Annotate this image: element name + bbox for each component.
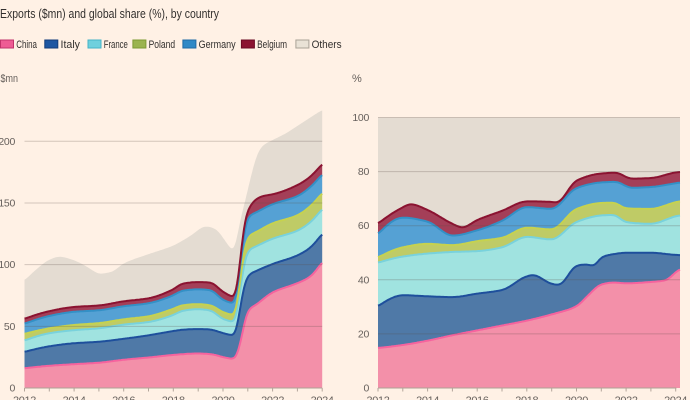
svg-text:Others: Others [312,39,342,51]
svg-text:80: 80 [358,166,370,178]
svg-text:50: 50 [4,321,16,333]
svg-text:40: 40 [358,274,370,286]
svg-text:Germany: Germany [199,39,236,51]
svg-text:Italy: Italy [61,39,81,51]
svg-text:2012: 2012 [367,395,390,400]
svg-text:200: 200 [0,136,15,148]
svg-text:2016: 2016 [466,395,489,400]
svg-text:Exports ($mn) and global share: Exports ($mn) and global share (%), by c… [0,7,220,21]
svg-text:France: France [104,39,128,51]
svg-text:Poland: Poland [149,39,176,51]
svg-text:2018: 2018 [162,395,185,400]
svg-text:%: % [352,73,362,85]
svg-text:2014: 2014 [416,395,439,400]
svg-text:0: 0 [363,383,369,395]
svg-text:2014: 2014 [63,395,86,400]
svg-text:2024: 2024 [664,395,687,400]
svg-text:China: China [16,39,37,51]
svg-text:60: 60 [358,220,370,232]
svg-text:20: 20 [358,328,370,340]
svg-text:2024: 2024 [311,395,334,400]
svg-text:150: 150 [0,198,15,210]
svg-text:Belgium: Belgium [257,39,287,51]
svg-text:2012: 2012 [13,395,36,400]
svg-text:0: 0 [9,383,15,395]
svg-text:2020: 2020 [565,395,588,400]
svg-text:100: 100 [0,259,15,271]
svg-text:2016: 2016 [112,395,135,400]
svg-text:100: 100 [352,112,369,124]
svg-text:$mn: $mn [1,73,19,85]
svg-text:2020: 2020 [212,395,235,400]
svg-text:2018: 2018 [515,395,538,400]
svg-text:2022: 2022 [615,395,638,400]
svg-text:2022: 2022 [261,395,284,400]
